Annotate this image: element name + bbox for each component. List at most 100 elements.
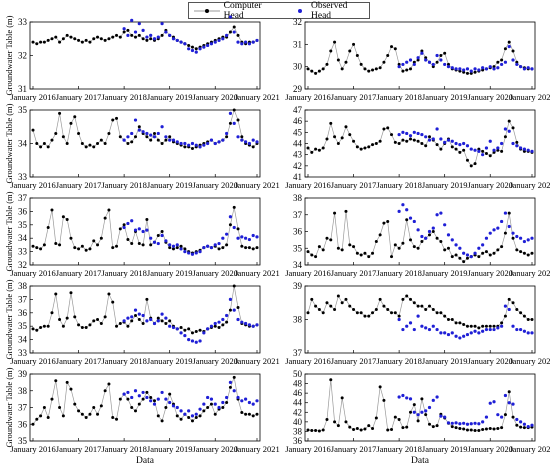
panel-4-observed-point — [446, 138, 451, 142]
panel-1-observed-point — [133, 30, 138, 34]
panel-8-observed-point — [454, 334, 458, 338]
panel-2-computed-point — [314, 71, 318, 75]
panel-2-observed-point — [427, 60, 432, 64]
panel-1-observed-point — [198, 47, 202, 51]
panel-6-computed-point — [507, 211, 511, 215]
panel-8-observed-point — [469, 331, 473, 335]
panel-6-computed-point — [465, 256, 469, 260]
panel-10-observed-point — [443, 415, 447, 419]
panel-2-computed-point — [446, 62, 450, 66]
panel-8-computed-point — [420, 304, 424, 308]
panel-10-computed-point — [454, 426, 458, 430]
panel-2-computed-point — [503, 47, 507, 51]
panel-3-computed-point — [84, 145, 88, 149]
panel-9-computed-point — [88, 412, 92, 416]
panel-4-computed-point — [378, 139, 382, 143]
panel-8-computed-point — [352, 307, 356, 311]
panel-1-computed-point — [236, 33, 240, 37]
panel-4-computed-point — [371, 143, 375, 147]
panel-2-computed-point — [378, 66, 382, 70]
panel-6-computed-point — [382, 221, 386, 225]
panel-3-observed-point — [122, 138, 126, 142]
panel-8-observed-point — [507, 307, 511, 312]
panel-2-computed-point — [352, 42, 356, 46]
panel-6-computed-point — [443, 248, 447, 252]
panel-2-computed-point — [405, 68, 409, 72]
panel-2-computed-point — [492, 65, 496, 69]
panel-2-observed-point — [496, 66, 500, 70]
panel-4-computed-point — [492, 150, 496, 154]
panel-10-computed-point — [503, 413, 507, 417]
panel-1-observed-point — [217, 38, 221, 43]
panel-9-computed-point — [107, 382, 111, 386]
panel-2-observed-point — [515, 62, 519, 67]
panel-2-observed-point — [458, 67, 462, 71]
panel-4-observed-point — [477, 149, 481, 153]
panel-8-observed-point — [401, 327, 405, 332]
panel-6-observed-point — [515, 234, 519, 239]
legend-item-computed: Computer Head — [194, 1, 283, 21]
panel-1-computed-point — [107, 37, 111, 41]
panel-4-computed-point — [511, 126, 515, 130]
panel-7-computed-point — [232, 284, 236, 288]
panel-5-computed-point — [251, 247, 255, 251]
panel-9-observed-point — [126, 390, 130, 395]
panel-2-xtick-label: January 2021 — [509, 92, 550, 102]
panel-7-xtick-label: January 2021 — [234, 356, 280, 366]
panel-7-computed-point — [145, 297, 149, 301]
panel-9-observed-point — [171, 404, 176, 408]
panel-5-computed-point — [247, 246, 251, 250]
panel-4-computed-point — [412, 138, 416, 142]
panel-4-computed-point — [500, 149, 504, 153]
panel-4-observed-point — [431, 137, 435, 141]
legend-observed-label: Observed Head — [311, 0, 348, 21]
panel-5-computed-point — [42, 243, 46, 247]
panel-6-xtick-label: January 2019 — [422, 268, 468, 278]
panel-5-computed-point — [160, 230, 164, 233]
panel-5-observed-point — [232, 225, 236, 230]
panel-8-computed-point — [515, 307, 519, 311]
panel-7-observed-point — [236, 317, 240, 322]
panel-1-ytick-label: 31 — [18, 84, 27, 94]
panel-10-computed-point — [340, 396, 344, 400]
panel-2-computed-point — [515, 60, 519, 64]
panel-8-computed-point — [321, 311, 325, 315]
panel-8-observed-point — [424, 326, 428, 330]
panel-4-computed-point — [393, 140, 397, 144]
panel-9-computed-point — [96, 412, 100, 416]
panel-9-computed-point — [251, 414, 255, 418]
panel-4-computed-point — [382, 127, 386, 131]
panel-2-observed-point — [454, 67, 458, 71]
panel-5-computed-point — [84, 248, 88, 252]
panel-5-observed-point — [202, 245, 206, 250]
panel-3-computed-point — [115, 116, 119, 120]
panel-2-computed-point — [412, 60, 416, 64]
panel-7-xtick-label: January 2017 — [56, 356, 102, 366]
panel-3-computed-point — [251, 145, 255, 149]
panel-8-observed-point — [462, 334, 466, 338]
panel-8-computed-point — [374, 307, 378, 311]
panel-6-computed-point — [511, 236, 515, 240]
panel-5-observed-point — [198, 250, 202, 254]
panel-4-computed-point — [405, 139, 409, 143]
panel-10-computed-point — [359, 428, 363, 432]
panel-4-computed-point — [374, 142, 378, 145]
panel-6-observed-point — [424, 236, 428, 240]
panel-7-computed-point — [118, 322, 122, 326]
panel-10-computed-point — [393, 415, 397, 419]
panel-7-computed-point — [160, 319, 164, 323]
panel-9-computed-point — [168, 392, 172, 396]
panel-4-computed-point — [344, 125, 348, 129]
panel-2-computed-point — [473, 70, 477, 74]
panel-7-observed-point — [149, 317, 153, 322]
panel-10-xtick-label: January 2017 — [331, 444, 377, 454]
panel-4-computed-point — [420, 142, 424, 145]
panel-5-observed-point — [209, 245, 214, 250]
panel-10-computed-point — [431, 425, 435, 429]
panel-3-computed-point — [190, 147, 194, 151]
panel-8-observed-point — [515, 327, 519, 332]
panel-6-computed-point — [310, 253, 314, 257]
panel-7-computed-point — [236, 305, 240, 309]
panel-3-observed-point — [255, 140, 259, 144]
